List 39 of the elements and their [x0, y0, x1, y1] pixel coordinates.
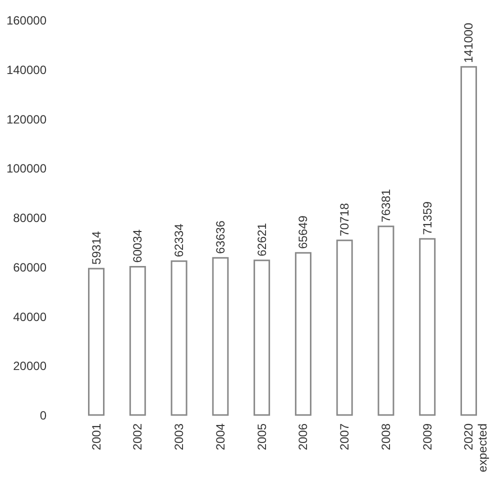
y-tick-label: 100000: [6, 162, 47, 176]
data-label: 59314: [89, 230, 104, 265]
data-label: 60034: [130, 229, 145, 263]
y-tick-label: 120000: [6, 112, 47, 126]
x-tick-label: 2003: [172, 423, 186, 450]
y-tick-label: 0: [40, 408, 47, 422]
y-tick-label: 60000: [13, 260, 47, 274]
bar: [419, 238, 436, 416]
y-tick-label: 20000: [13, 359, 47, 374]
bar: [460, 66, 477, 416]
data-label: 62334: [172, 223, 186, 258]
bar: [212, 257, 229, 416]
data-label: 76381: [378, 188, 393, 222]
x-tick-label: 2006: [296, 423, 310, 450]
y-tick-label: 40000: [13, 310, 47, 324]
x-tick-label: 2007: [338, 423, 352, 450]
bar: [378, 226, 394, 416]
data-label: 70718: [338, 202, 352, 236]
data-label: 65649: [296, 215, 310, 249]
data-label: 63636: [213, 220, 228, 254]
bar: [254, 260, 270, 416]
data-label: 62621: [254, 222, 269, 256]
bar: [336, 240, 353, 416]
bar: [129, 266, 146, 416]
x-tick-label: 2001: [89, 423, 104, 450]
x-tick-label: 2004: [213, 423, 228, 450]
bar: [88, 268, 105, 416]
data-label: 71359: [420, 201, 434, 235]
x-tick-label: 2005: [254, 423, 269, 450]
y-tick-label: 140000: [6, 62, 47, 77]
y-tick-label: 160000: [6, 14, 47, 28]
data-label: 141000: [462, 22, 476, 63]
y-tick-label: 80000: [13, 211, 47, 225]
x-tick-label: 2009: [420, 423, 434, 450]
bar: [170, 260, 188, 416]
x-tick-label: 2020 expected: [462, 423, 490, 472]
bar: [294, 252, 312, 416]
x-tick-label: 2008: [378, 423, 393, 450]
x-tick-label: 2002: [130, 423, 145, 450]
